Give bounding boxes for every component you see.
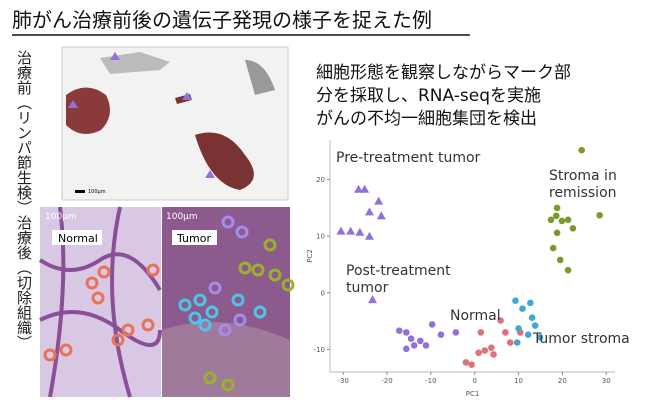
point [513,339,521,346]
x-tick-label: 20 [558,377,567,385]
point [519,305,526,312]
annotation: remission [549,185,617,201]
x-axis-label: PC1 [466,390,480,398]
x-tick-label: 0 [472,377,476,385]
description: 細胞形態を観察しながらマーク部 [316,63,571,83]
annotation: Post-treatment [346,263,451,279]
scale-label: 100μm [45,212,77,222]
y-tick-label: 10 [316,233,325,241]
point [502,329,509,336]
point [524,331,532,338]
point [564,266,572,274]
point [528,314,536,321]
scale-label: 100μm [166,212,198,222]
side-label: 治療前（リンパ節生検） [15,50,33,215]
x-tick-label: -10 [425,377,436,385]
description: がんの不均一細胞集団を検出 [316,109,537,129]
point [410,342,418,349]
point [553,229,561,237]
point [536,334,544,341]
point [402,345,410,353]
point [564,216,572,224]
point [374,196,384,205]
image-label: Normal [58,232,98,245]
x-tick-label: -20 [381,377,392,385]
point [552,212,560,220]
point [506,339,514,346]
point [452,329,460,336]
annotation: Normal [450,308,501,324]
point [553,204,561,212]
x-tick-label: 10 [514,377,523,385]
annotation: Pre-treatment tumor [336,150,481,166]
point [376,211,386,220]
point [490,351,497,358]
point [558,217,566,225]
y-tick-label: 20 [316,176,325,184]
title: 肺がん治療前後の遺伝子発現の様子を捉えた例 [12,8,432,32]
point [477,329,485,336]
side-label: 治療後（切除組織） [15,215,33,350]
point [395,327,403,334]
point [512,297,519,305]
annotation: Tumor stroma [532,331,630,347]
point [497,317,504,324]
point [475,349,482,357]
point [417,337,424,345]
point [360,184,370,193]
annotation: Stroma in [549,168,617,184]
point [578,146,585,154]
point [364,231,374,240]
image-label: Tumor [176,232,211,245]
point [547,216,555,224]
description: 分を採取し、RNA-seqを実施 [316,86,541,106]
point [531,322,539,329]
tumor-image: Tumor 100μm [162,207,295,397]
point [569,224,577,232]
point [368,295,378,304]
annotation: tumor [346,280,389,296]
point [364,207,374,216]
point [515,325,522,332]
point [428,321,436,328]
point [355,227,365,236]
normal-image: Normal 100μm [38,206,162,398]
point [596,211,603,219]
point [556,256,564,264]
point [407,335,415,342]
point [481,347,489,354]
point [527,299,534,307]
top-image: 100μm [61,46,289,201]
y-tick-label: 0 [321,289,325,297]
point [488,344,495,351]
y-tick-label: -10 [314,346,325,354]
point [462,359,470,366]
point [402,329,410,336]
scale-label: 100μm [88,189,106,195]
point [354,184,363,193]
x-tick-label: 30 [602,377,611,385]
point [468,361,475,368]
point [346,226,356,235]
point [336,226,346,235]
scatter-chart: -30 -20 -10 0 10 20 30 -10 0 10 20 PC1 PC2 Pre-treatm… [306,140,630,398]
point [437,331,445,338]
y-axis-label: PC2 [306,249,314,263]
point [422,342,430,349]
point [549,244,557,252]
x-tick-label: -30 [337,377,348,385]
